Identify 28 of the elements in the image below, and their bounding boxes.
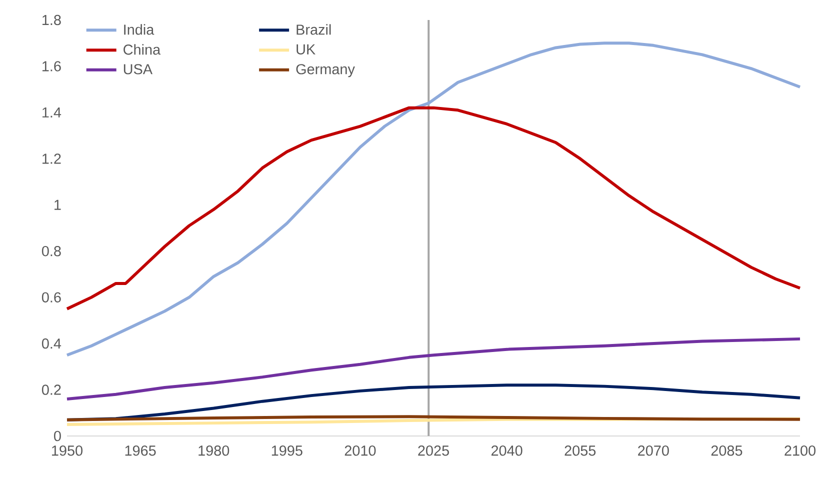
- x-tick-label: 1980: [198, 446, 230, 456]
- x-tick-label: 2055: [564, 446, 596, 456]
- y-tick-label: 0.6: [42, 292, 61, 302]
- y-tick-label: 0.2: [42, 384, 61, 395]
- x-tick-label: 1995: [272, 446, 302, 456]
- y-tick-label: 1.4: [42, 107, 62, 118]
- x-tick-label: 2010: [344, 446, 376, 456]
- y-tick-label: 0.4: [42, 338, 62, 349]
- legend-label: China: [124, 44, 161, 55]
- x-tick-label: 2085: [711, 446, 742, 456]
- y-tick-label: 0: [54, 430, 61, 442]
- y-tick-label: 1: [54, 200, 61, 210]
- legend-label: India: [124, 24, 154, 35]
- x-tick-label: 1965: [125, 446, 156, 456]
- legend-label: Brazil: [296, 24, 331, 35]
- legend-label: UK: [296, 44, 316, 54]
- x-tick-label: 2025: [418, 446, 449, 456]
- y-tick-label: 0.8: [42, 246, 61, 256]
- y-tick-label: 1.6: [42, 61, 61, 72]
- x-tick-label: 2070: [638, 446, 669, 456]
- x-tick-label: 2100: [784, 446, 816, 456]
- x-tick-label: 1950: [52, 446, 82, 456]
- x-tick-label: 2040: [491, 446, 522, 456]
- legend-label: Germany: [296, 64, 355, 78]
- y-tick-label: 1.2: [42, 154, 61, 164]
- legend-label: USA: [124, 64, 153, 74]
- line-series: [66, 337, 802, 401]
- y-tick-label: 1.8: [42, 14, 61, 26]
